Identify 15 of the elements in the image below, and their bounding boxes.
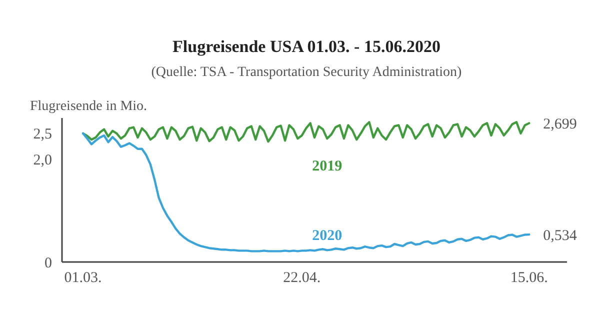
line-series [82,121,530,143]
y-tick-label: 2,0 [33,152,52,168]
y-axis-title: Flugreisende in Mio. [30,99,148,114]
x-tick-label: 22.04. [283,270,321,286]
annotation: 2,699 [543,116,577,132]
y-tick-label: 0 [44,255,52,272]
series-label: 2019 [312,158,342,175]
x-tick-label: 15.06. [510,270,548,286]
chart-title: Flugreisende USA 01.03. - 15.06.2020 [172,37,440,56]
chart-subtitle: (Quelle: TSA - Transportation Security Administration) [151,65,462,80]
annotation: 0,534 [543,228,578,244]
x-tick-label: 01.03. [64,270,102,286]
series-label: 2020 [312,228,342,244]
line-series [82,132,530,252]
y-tick-label: 2,5 [33,126,52,143]
